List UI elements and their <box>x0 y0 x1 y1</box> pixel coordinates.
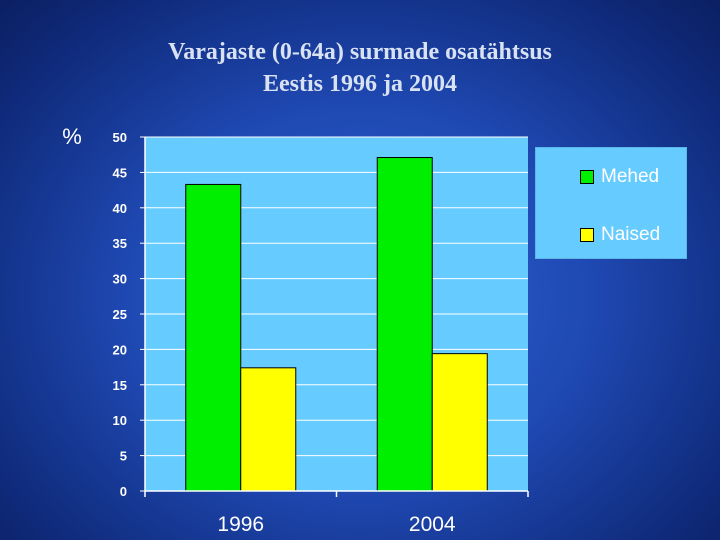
x-tick-label: 1996 <box>217 513 264 536</box>
y-tick-label: 45 <box>113 165 127 180</box>
y-tick-label: 40 <box>113 201 127 216</box>
legend-item-mehed: Mehed <box>580 165 659 189</box>
legend: Mehed Naised <box>535 147 687 259</box>
legend-swatch-mehed <box>580 170 594 184</box>
legend-label-naised: Naised <box>601 224 661 245</box>
y-tick-label: 10 <box>113 413 127 428</box>
axes <box>144 137 529 497</box>
legend-item-naised: Naised <box>580 223 660 247</box>
bar-mehed-1996 <box>185 183 242 492</box>
y-axis-label: % <box>62 124 82 149</box>
legend-label-mehed: Mehed <box>601 166 660 187</box>
bar-naised-2004 <box>431 353 488 492</box>
y-tick-label: 20 <box>113 342 127 357</box>
legend-swatch-naised <box>580 228 594 242</box>
y-tick-label: 15 <box>113 378 127 393</box>
bar-naised-1996 <box>240 367 297 492</box>
x-tick-label: 2004 <box>409 513 456 536</box>
y-tick-label: 50 <box>113 130 127 145</box>
y-tick-label: 35 <box>113 236 127 251</box>
chart-title-line-1: Varajaste (0-64a) surmade osatähtsus <box>168 39 552 65</box>
y-tick-label: 0 <box>120 484 127 499</box>
y-tick-label: 30 <box>113 272 127 287</box>
x-tick-labels: 1996 2004 <box>217 513 456 536</box>
chart-title: Varajaste (0-64a) surmade osatähtsus Ees… <box>0 36 720 100</box>
y-tick-label: 25 <box>113 307 127 322</box>
y-tick-label: 5 <box>120 449 127 464</box>
chart-title-line-2: Eestis 1996 ja 2004 <box>263 71 457 97</box>
bars <box>185 157 488 492</box>
bar-mehed-2004 <box>376 157 433 492</box>
y-tick-labels: 0 5 10 15 20 25 30 35 40 45 50 <box>113 130 145 499</box>
